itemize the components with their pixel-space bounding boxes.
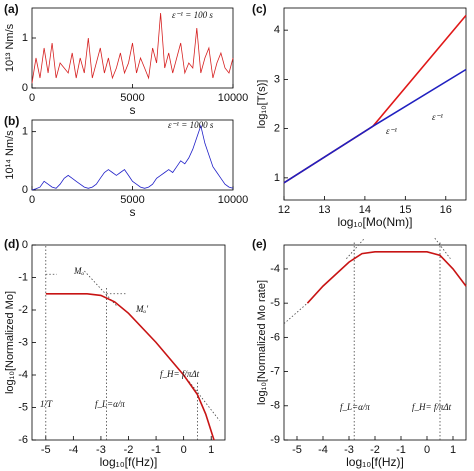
y-tick-label: -5 xyxy=(18,401,28,413)
x-tick-label: 10000 xyxy=(218,194,249,206)
plot-frame xyxy=(31,244,226,441)
x-tick-label: 15 xyxy=(399,204,411,216)
y-axis-label: log₁₀[Normalized Mo rate] xyxy=(256,280,268,405)
y-axis-label: log₁₀[T(s)] xyxy=(256,80,268,129)
annotation: ε⁻¹ = 1000 s xyxy=(168,120,214,130)
y-tick-label: 1 xyxy=(22,126,28,138)
guide-line xyxy=(346,237,365,259)
y-tick-label: -3 xyxy=(18,336,28,348)
plot-frame xyxy=(31,119,234,191)
y-tick-label: -4 xyxy=(270,263,280,275)
annotation: f_H= f/πΔt xyxy=(412,402,452,412)
x-tick-label: -5 xyxy=(41,444,51,456)
x-tick-label: 5000 xyxy=(120,194,144,206)
panel-label: (e) xyxy=(252,237,267,251)
annotation: Mₒ xyxy=(73,266,84,276)
x-tick-label: 16 xyxy=(440,204,452,216)
y-axis-label: 10¹³ Nm/s xyxy=(4,23,16,72)
y-tick-label: 0 xyxy=(22,184,28,196)
panel-label: (b) xyxy=(4,114,19,128)
annotation: f_L=α/π xyxy=(95,399,125,409)
x-tick-label: 13 xyxy=(318,204,330,216)
x-tick-label: -4 xyxy=(318,444,328,456)
x-axis-label: log₁₀[Mo(Nm)] xyxy=(337,215,412,229)
line-series xyxy=(306,251,467,304)
annotation: ε⁻¹ xyxy=(432,112,443,122)
x-tick-label: -2 xyxy=(124,444,134,456)
line-series xyxy=(45,293,215,441)
y-tick-label: -1 xyxy=(18,271,28,283)
x-tick-label: 0 xyxy=(29,194,35,206)
x-tick-label: -2 xyxy=(370,444,380,456)
x-tick-label: -1 xyxy=(151,444,161,456)
annotation: f_H= f/πΔt xyxy=(160,369,200,379)
line-series xyxy=(31,124,234,191)
guide-line xyxy=(434,237,451,259)
y-tick-label: -5 xyxy=(270,297,280,309)
guide-line xyxy=(84,270,118,308)
x-axis-label: log₁₀[f(Hz)] xyxy=(346,455,404,469)
y-axis-label: log₁₀[Normalized Mo] xyxy=(4,291,16,394)
y-tick-label: 3 xyxy=(274,73,280,85)
guide-line xyxy=(188,381,220,421)
y-tick-label: 1 xyxy=(22,32,28,44)
x-tick-label: -4 xyxy=(68,444,78,456)
x-axis-label: log₁₀[f(Hz)] xyxy=(100,455,158,469)
y-tick-label: -6 xyxy=(270,331,280,343)
x-tick-label: -3 xyxy=(344,444,354,456)
x-tick-label: 0 xyxy=(29,92,35,104)
y-tick-label: -8 xyxy=(270,400,280,412)
y-axis-label: 10¹⁴ Nm/s xyxy=(4,130,16,180)
line-series xyxy=(283,14,467,184)
y-tick-label: -7 xyxy=(270,365,280,377)
line-series xyxy=(283,68,467,184)
x-tick-label: -3 xyxy=(96,444,106,456)
plot-frame xyxy=(283,7,467,201)
y-tick-label: -2 xyxy=(18,304,28,316)
x-tick-label: 12 xyxy=(278,204,290,216)
x-tick-label: -5 xyxy=(292,444,302,456)
annotation: ε⁻¹ xyxy=(386,126,397,136)
line-series xyxy=(31,12,234,84)
annotation: Mₒ' xyxy=(135,304,149,314)
x-tick-label: 10000 xyxy=(218,92,249,104)
annotation: ε⁻¹ = 100 s xyxy=(172,10,213,20)
x-axis-label: s xyxy=(130,205,136,219)
x-tick-label: 1 xyxy=(450,444,456,456)
y-tick-label: -9 xyxy=(270,434,280,446)
annotation: 1/T xyxy=(40,399,53,409)
y-tick-label: 0 xyxy=(22,239,28,251)
y-tick-label: 4 xyxy=(274,24,280,36)
y-tick-label: -4 xyxy=(18,369,28,381)
x-tick-label: 0 xyxy=(424,444,430,456)
x-axis-label: s xyxy=(130,103,136,117)
y-tick-label: -6 xyxy=(18,434,28,446)
x-tick-label: 0 xyxy=(181,444,187,456)
guide-line xyxy=(283,302,308,324)
annotation: f_L=α/π xyxy=(340,402,370,412)
panel-label: (a) xyxy=(4,2,19,16)
x-tick-label: 5000 xyxy=(120,92,144,104)
y-tick-label: 1 xyxy=(274,172,280,184)
panel-label: (d) xyxy=(4,237,19,251)
x-tick-label: 1 xyxy=(208,444,214,456)
y-tick-label: 2 xyxy=(274,123,280,135)
x-tick-label: 14 xyxy=(359,204,371,216)
panel-label: (c) xyxy=(252,2,267,16)
x-tick-label: -1 xyxy=(396,444,406,456)
y-tick-label: 0 xyxy=(22,82,28,94)
